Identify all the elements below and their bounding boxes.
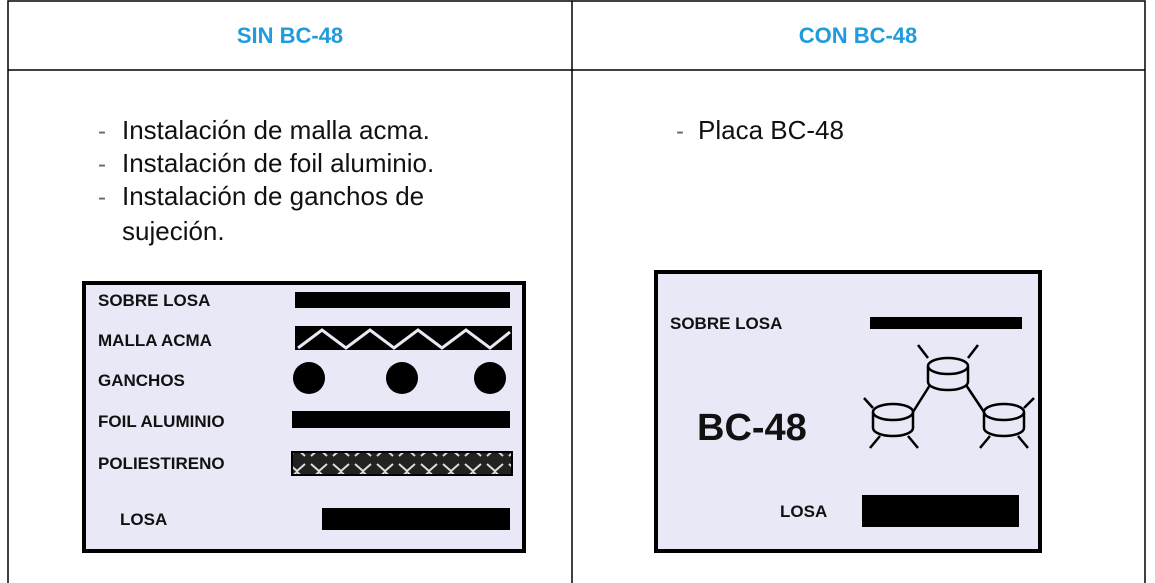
left-diagram: SOBRE LOSA MALLA ACMA GANCHOS FOIL ALUMI… bbox=[82, 281, 526, 553]
list-item: Instalación de ganchos de bbox=[122, 181, 424, 211]
dash: - bbox=[676, 118, 684, 145]
list-item: Instalación de foil aluminio. bbox=[122, 148, 434, 178]
left-list: - - - Instalación de malla acma. Instala… bbox=[98, 115, 434, 246]
header: SIN BC-48 bbox=[237, 23, 343, 48]
table-borders bbox=[7, 0, 1146, 583]
right-diagram: SOBRE LOSA BC-48 LOSA bbox=[654, 270, 1042, 553]
right-list: - Placa BC-48 bbox=[676, 115, 844, 145]
list-item: Placa BC-48 bbox=[698, 115, 844, 145]
diagram-label: BC-48 bbox=[697, 407, 807, 449]
dash: - bbox=[98, 118, 106, 145]
diagram-label: MALLA ACMA bbox=[98, 331, 212, 350]
dash: - bbox=[98, 184, 106, 211]
bc48-icon bbox=[863, 344, 1035, 449]
dash: - bbox=[98, 151, 106, 178]
diagram-label: LOSA bbox=[780, 502, 827, 521]
diagram-label: SOBRE LOSA bbox=[98, 291, 210, 310]
header: CON BC-48 bbox=[799, 23, 918, 48]
diagram-label: GANCHOS bbox=[98, 371, 185, 390]
diagram-label: POLIESTIRENO bbox=[98, 454, 225, 473]
diagram-label: SOBRE LOSA bbox=[670, 314, 782, 333]
list-item: sujeción. bbox=[122, 216, 225, 246]
list-item: Instalación de malla acma. bbox=[122, 115, 430, 145]
diagram-label: LOSA bbox=[120, 510, 167, 529]
diagram-label: FOIL ALUMINIO bbox=[98, 412, 225, 431]
